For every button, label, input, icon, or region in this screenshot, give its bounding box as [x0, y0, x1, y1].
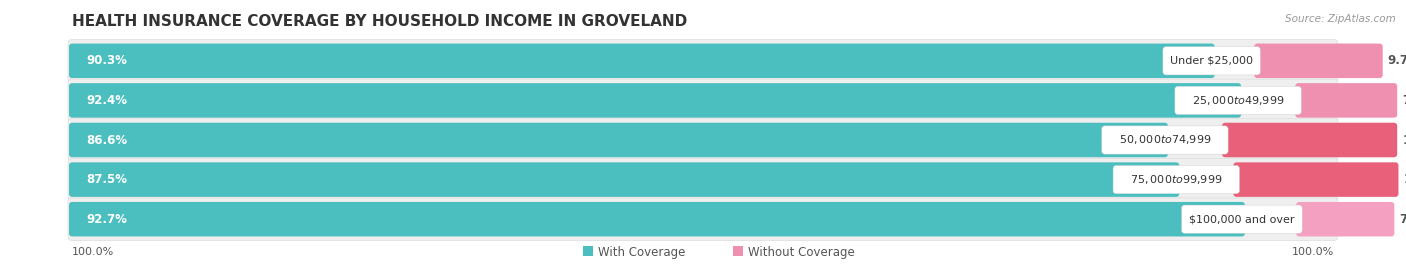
FancyBboxPatch shape: [67, 119, 1339, 161]
Text: 12.6%: 12.6%: [1403, 173, 1406, 186]
Text: HEALTH INSURANCE COVERAGE BY HOUSEHOLD INCOME IN GROVELAND: HEALTH INSURANCE COVERAGE BY HOUSEHOLD I…: [72, 14, 688, 29]
Text: 9.7%: 9.7%: [1388, 54, 1406, 67]
FancyBboxPatch shape: [69, 202, 1244, 236]
FancyBboxPatch shape: [1163, 47, 1260, 75]
FancyBboxPatch shape: [733, 246, 742, 256]
Text: 7.6%: 7.6%: [1402, 94, 1406, 107]
Text: $100,000 and over: $100,000 and over: [1189, 214, 1295, 224]
FancyBboxPatch shape: [67, 40, 1339, 82]
FancyBboxPatch shape: [1181, 205, 1302, 233]
Text: 13.4%: 13.4%: [1402, 133, 1406, 147]
FancyBboxPatch shape: [583, 246, 593, 256]
Text: 90.3%: 90.3%: [86, 54, 127, 67]
Text: Under $25,000: Under $25,000: [1170, 56, 1253, 66]
Text: 100.0%: 100.0%: [1292, 247, 1334, 257]
FancyBboxPatch shape: [1102, 126, 1227, 154]
FancyBboxPatch shape: [1222, 123, 1398, 157]
Text: Without Coverage: Without Coverage: [748, 246, 855, 259]
FancyBboxPatch shape: [69, 83, 1241, 118]
Text: Source: ZipAtlas.com: Source: ZipAtlas.com: [1285, 14, 1396, 24]
FancyBboxPatch shape: [1254, 44, 1382, 78]
Text: 92.4%: 92.4%: [86, 94, 127, 107]
Text: $50,000 to $74,999: $50,000 to $74,999: [1119, 133, 1211, 147]
Text: 86.6%: 86.6%: [86, 133, 127, 147]
FancyBboxPatch shape: [1295, 83, 1398, 118]
FancyBboxPatch shape: [1233, 162, 1399, 197]
Text: $25,000 to $49,999: $25,000 to $49,999: [1192, 94, 1284, 107]
FancyBboxPatch shape: [69, 162, 1180, 197]
Text: 7.3%: 7.3%: [1399, 213, 1406, 226]
FancyBboxPatch shape: [67, 79, 1339, 122]
Text: $75,000 to $99,999: $75,000 to $99,999: [1130, 173, 1222, 186]
Text: 92.7%: 92.7%: [86, 213, 127, 226]
FancyBboxPatch shape: [69, 44, 1215, 78]
FancyBboxPatch shape: [67, 198, 1339, 240]
Text: 87.5%: 87.5%: [86, 173, 127, 186]
FancyBboxPatch shape: [1296, 202, 1395, 236]
FancyBboxPatch shape: [69, 123, 1168, 157]
FancyBboxPatch shape: [1175, 86, 1302, 115]
Text: With Coverage: With Coverage: [598, 246, 685, 259]
Text: 100.0%: 100.0%: [72, 247, 114, 257]
FancyBboxPatch shape: [67, 158, 1339, 201]
FancyBboxPatch shape: [1114, 165, 1240, 194]
